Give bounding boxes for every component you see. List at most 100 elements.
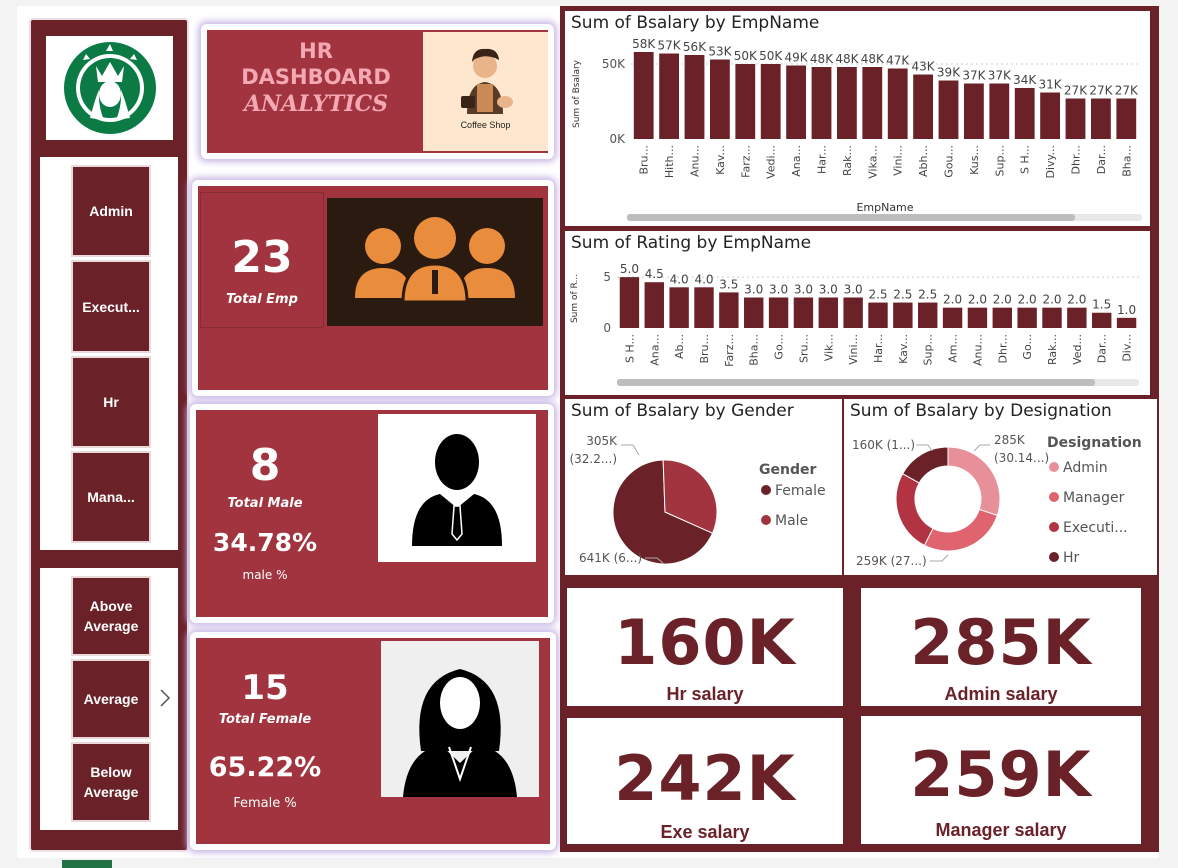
x-tick-label: Abh... bbox=[917, 145, 930, 177]
y-axis-label: Sum of Bsalary bbox=[572, 59, 582, 128]
data-label: 53K bbox=[708, 45, 732, 59]
pie-slice bbox=[947, 446, 1001, 517]
x-tick-label: Go... bbox=[773, 334, 786, 360]
x-tick-label: Sup... bbox=[922, 334, 935, 365]
data-label: 3.0 bbox=[769, 282, 788, 296]
data-label: 2.5 bbox=[868, 288, 887, 302]
x-axis-label: EmpName bbox=[856, 201, 913, 214]
x-tick-label: S H... bbox=[623, 334, 636, 363]
total-male-value: 8 bbox=[249, 440, 281, 491]
chevron-right-icon[interactable] bbox=[158, 686, 172, 710]
slicer-average-button[interactable]: Average bbox=[71, 659, 151, 739]
manager-salary-card: 259K Manager salary bbox=[861, 716, 1141, 844]
page-tab-indicator[interactable] bbox=[62, 860, 112, 868]
slicer-admin-button[interactable]: Admin bbox=[71, 165, 151, 257]
hr-salary-value: 160K bbox=[614, 606, 796, 679]
legend-label: Executi... bbox=[1063, 520, 1128, 536]
x-tick-label: Dhr... bbox=[996, 334, 1009, 363]
slicer-above-average-button[interactable]: Above Average bbox=[71, 576, 151, 656]
legend-label: Female bbox=[775, 483, 826, 499]
bar bbox=[644, 282, 664, 328]
bar bbox=[918, 302, 938, 328]
legend-marker bbox=[761, 485, 771, 495]
designation-chart-title: Sum of Bsalary by Designation bbox=[850, 401, 1112, 421]
legend-marker bbox=[1049, 552, 1059, 562]
bar bbox=[1090, 98, 1111, 139]
exe-salary-value: 242K bbox=[614, 742, 796, 815]
manager-salary-value: 259K bbox=[910, 738, 1092, 811]
female-percent-label: Female % bbox=[233, 796, 297, 811]
data-label: 48K bbox=[810, 52, 834, 66]
x-tick-label: Bru... bbox=[698, 334, 711, 364]
data-label: 27K bbox=[1115, 84, 1139, 98]
data-label: 4.0 bbox=[694, 272, 713, 286]
data-label: 37K bbox=[988, 69, 1012, 83]
total-female-card: 15 Total Female 65.22% Female % bbox=[190, 632, 556, 850]
total-emp-value: 23 bbox=[231, 232, 293, 283]
data-label: 1.5 bbox=[1092, 298, 1111, 312]
x-tick-label: Vini... bbox=[892, 145, 905, 176]
bar bbox=[1014, 88, 1035, 139]
bar bbox=[735, 64, 756, 139]
salary-bar-chart: 0K 50K Sum of Bsalary 58K Bru... 57K Hith... 56… bbox=[572, 37, 1142, 221]
x-tick-label: Vik... bbox=[822, 334, 835, 361]
data-label: 285K bbox=[994, 433, 1026, 447]
legend-marker bbox=[761, 515, 771, 525]
exe-salary-card: 242K Exe salary bbox=[567, 718, 843, 844]
data-label: 305K bbox=[586, 434, 618, 448]
data-label: 1.0 bbox=[1117, 303, 1136, 317]
bar bbox=[633, 52, 654, 139]
data-label: 2.5 bbox=[893, 288, 912, 302]
x-tick-label: Kav... bbox=[714, 145, 727, 175]
gender-chart-title: Sum of Bsalary by Gender bbox=[571, 401, 794, 421]
bar bbox=[1067, 307, 1087, 328]
legend-title: Designation bbox=[1047, 435, 1142, 451]
x-tick-label: Anu... bbox=[971, 334, 984, 366]
bar bbox=[1116, 317, 1137, 328]
bar bbox=[893, 302, 913, 328]
hr-salary-label: Hr salary bbox=[666, 684, 744, 704]
bar bbox=[760, 64, 781, 139]
x-tick-label: Hith... bbox=[663, 145, 676, 178]
bar bbox=[709, 59, 730, 139]
y-tick-label: 5 bbox=[603, 270, 611, 284]
data-label: 57K bbox=[658, 39, 682, 53]
x-tick-label: Dhr... bbox=[1070, 145, 1083, 174]
scrollbar-thumb bbox=[627, 214, 1075, 221]
female-percent-value: 65.22% bbox=[208, 752, 322, 783]
x-tick-label: Farz... bbox=[723, 334, 736, 367]
data-label: 31K bbox=[1039, 78, 1063, 92]
x-tick-label: Ved... bbox=[1071, 334, 1084, 365]
bar bbox=[659, 53, 680, 139]
slicer-hr-button[interactable]: Hr bbox=[71, 356, 151, 448]
bar bbox=[989, 83, 1010, 139]
bar bbox=[811, 67, 832, 139]
bar bbox=[619, 277, 640, 328]
slicer-executive-button[interactable]: Execut... bbox=[71, 260, 151, 353]
slicer-below-average-button[interactable]: Below Average bbox=[71, 742, 151, 822]
x-tick-label: Sru... bbox=[797, 334, 810, 363]
data-label: 2.5 bbox=[918, 288, 937, 302]
x-tick-label: Har... bbox=[872, 334, 885, 363]
exe-salary-label: Exe salary bbox=[660, 822, 750, 842]
data-label: 58K bbox=[632, 37, 656, 51]
data-label: 34K bbox=[1013, 73, 1037, 87]
rating-bar-chart-panel: Sum of Rating by EmpName 0 5 Sum of R... 5.… bbox=[565, 231, 1150, 395]
data-label: 2.0 bbox=[993, 293, 1012, 307]
data-label: 2.0 bbox=[1067, 293, 1086, 307]
leader-line bbox=[645, 557, 664, 564]
total-emp-card: 23 Total Emp bbox=[192, 180, 554, 396]
leader-line bbox=[621, 444, 640, 456]
y-tick-label: 0K bbox=[609, 132, 626, 146]
bar bbox=[719, 292, 739, 328]
data-label: 47K bbox=[886, 54, 910, 68]
leader-line bbox=[973, 444, 990, 452]
bar bbox=[942, 307, 963, 328]
bar bbox=[868, 302, 888, 328]
slicer-manager-button[interactable]: Mana... bbox=[71, 451, 151, 543]
gender-pie-chart: 305K (32.2...) 641K (6...) Gender Female Male bbox=[569, 434, 826, 565]
bar bbox=[1065, 98, 1086, 139]
data-label: 5.0 bbox=[620, 262, 639, 276]
total-male-label: Total Male bbox=[227, 496, 303, 511]
x-tick-label: Divy... bbox=[1044, 145, 1057, 178]
